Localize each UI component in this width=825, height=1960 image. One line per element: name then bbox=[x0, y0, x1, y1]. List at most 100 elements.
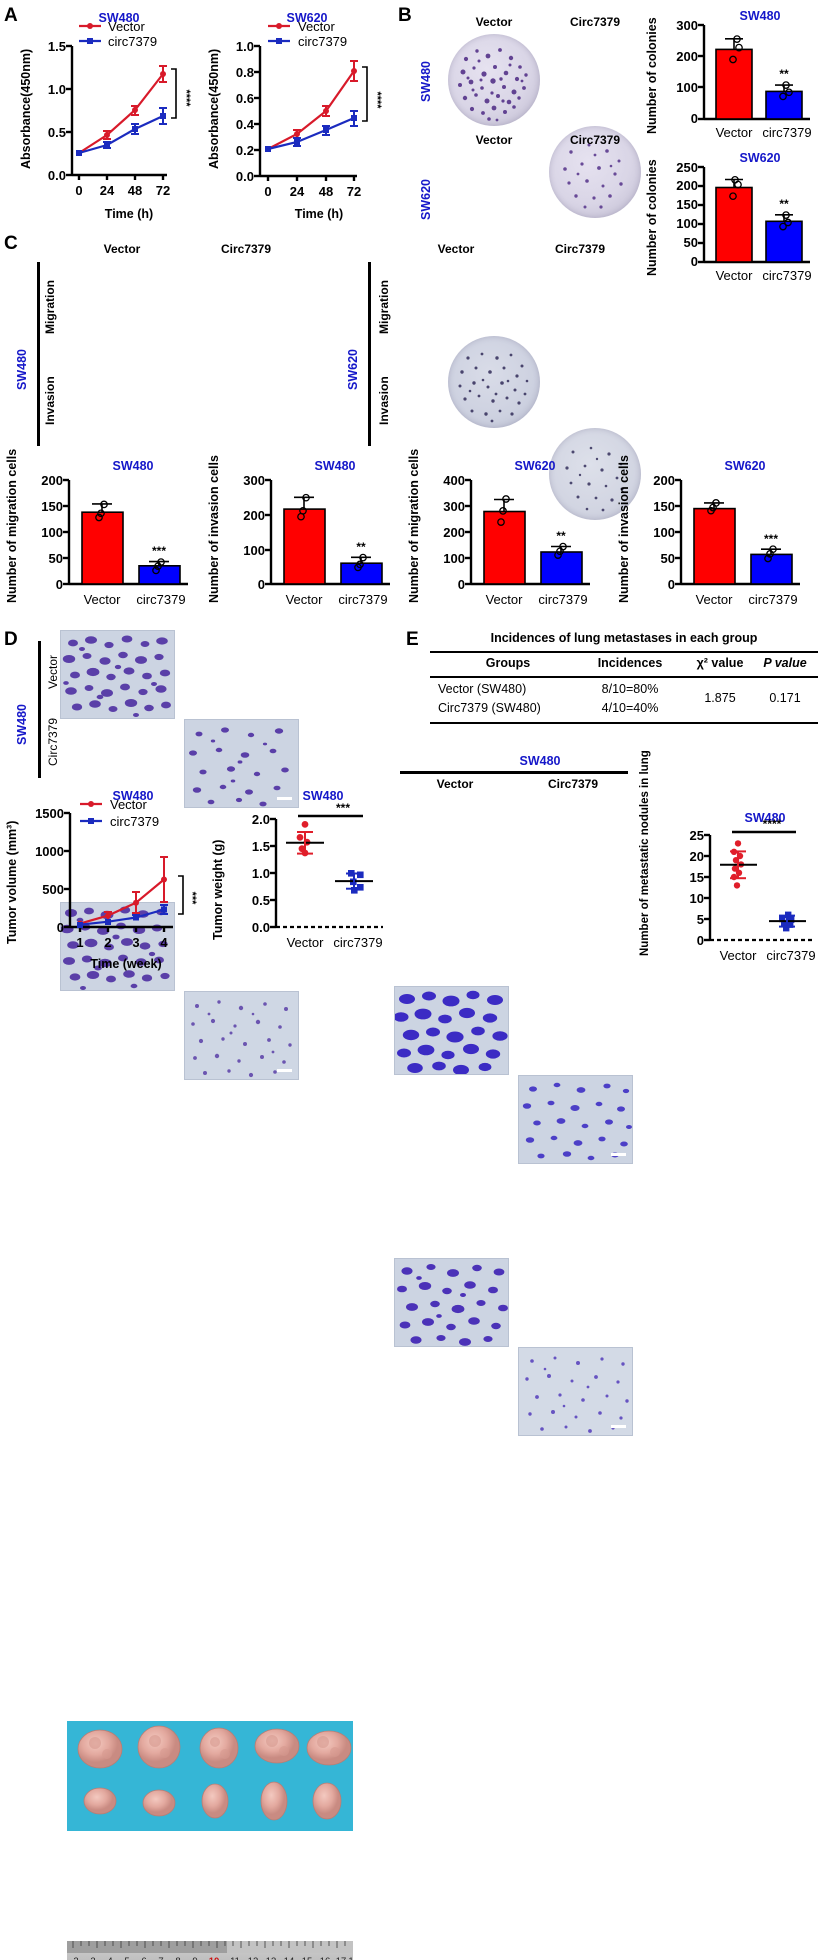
svg-text:200: 200 bbox=[41, 473, 63, 488]
svg-text:300: 300 bbox=[676, 18, 698, 33]
svg-text:****: **** bbox=[763, 817, 782, 831]
panel-letter-c: C bbox=[4, 233, 18, 254]
figure-root: A SW480 Absorbance(450nm) 1.5 1.0 0.5 0.… bbox=[4, 5, 825, 1960]
svg-text:Vector: Vector bbox=[108, 19, 146, 34]
svg-text:0: 0 bbox=[56, 577, 63, 592]
svg-text:circ7379: circ7379 bbox=[538, 592, 587, 607]
svg-text:1.0: 1.0 bbox=[48, 82, 66, 97]
table-cell-group-circ: Circ7379 (SW480) bbox=[438, 701, 541, 715]
transwell-sw620-invasion-vector bbox=[394, 1258, 509, 1347]
svg-text:0: 0 bbox=[458, 577, 465, 592]
svg-text:150: 150 bbox=[653, 499, 675, 514]
table-cell-group-vector: Vector (SW480) bbox=[438, 682, 527, 696]
svg-text:5: 5 bbox=[124, 1956, 129, 1960]
line-chart-svg: 1.5 1.0 0.5 0.0 0 24 48 72 bbox=[48, 19, 192, 198]
svg-text:0: 0 bbox=[691, 111, 698, 126]
panelB-row-label-sw480: SW480 bbox=[419, 61, 433, 103]
table-rule-mid bbox=[430, 676, 818, 678]
svg-text:13: 13 bbox=[266, 1956, 277, 1960]
chart-title: SW480 bbox=[302, 789, 344, 803]
panelC-right-col-vector: Vector bbox=[437, 242, 475, 256]
panelD-group-bar bbox=[38, 641, 41, 778]
line-chart-svg: 1500 1000 500 0 1 2 3 4 bbox=[35, 797, 198, 950]
svg-text:1000: 1000 bbox=[35, 844, 64, 859]
panelC-left-row-invasion: Invasion bbox=[43, 376, 57, 426]
svg-text:0: 0 bbox=[668, 577, 675, 592]
svg-text:100: 100 bbox=[243, 543, 265, 558]
panel-letter-a: A bbox=[4, 5, 18, 26]
svg-text:1: 1 bbox=[76, 935, 83, 950]
svg-text:15: 15 bbox=[690, 870, 704, 885]
svg-text:300: 300 bbox=[243, 473, 265, 488]
panelB-chart-sw480: SW480 Number of colonies 300 200 100 0 bbox=[645, 10, 822, 145]
svg-text:150: 150 bbox=[41, 499, 63, 514]
transwell-sw480-migration-vector bbox=[60, 630, 175, 719]
svg-text:2: 2 bbox=[73, 1956, 78, 1960]
panelC-chart-sw620-migration: SW620 Number of migration cells 400 300 … bbox=[407, 449, 605, 615]
chart-title: SW480 bbox=[98, 11, 140, 25]
transwell-sw620-migration-vector bbox=[394, 986, 509, 1075]
scatter-chart-svg: 25 20 15 10 5 0 bbox=[690, 817, 816, 963]
svg-text:****: **** bbox=[371, 91, 383, 109]
panelE-title-rule bbox=[400, 771, 628, 774]
svg-text:0.0: 0.0 bbox=[48, 168, 66, 183]
tumor-ruler: 2 3 4 5 6 7 8 9 10 11 12 13 14 15 16 171 bbox=[67, 1941, 354, 1960]
svg-text:1.0: 1.0 bbox=[252, 866, 270, 881]
panelB-col-header2-circ: Circ7379 bbox=[569, 133, 621, 147]
svg-text:0.2: 0.2 bbox=[236, 143, 254, 158]
svg-text:48: 48 bbox=[128, 183, 142, 198]
transwell-sw480-migration-circ bbox=[184, 719, 299, 808]
svg-text:circ7379: circ7379 bbox=[333, 935, 382, 950]
svg-text:0.6: 0.6 bbox=[236, 91, 254, 106]
svg-text:300: 300 bbox=[443, 499, 465, 514]
x-axis-label: Time (week) bbox=[90, 957, 162, 971]
svg-text:***: *** bbox=[186, 892, 198, 906]
svg-text:Vector: Vector bbox=[696, 592, 734, 607]
panelC-chart-sw480-invasion: SW480 Number of invasion cells 300 200 1… bbox=[207, 455, 405, 615]
svg-text:1.5: 1.5 bbox=[48, 39, 66, 54]
chart-title: SW480 bbox=[112, 459, 154, 473]
line-chart-svg: 1.0 0.8 0.6 0.4 0.2 0.0 0 24 48 72 bbox=[236, 19, 383, 199]
chart-title: SW620 bbox=[514, 459, 556, 473]
svg-text:0.0: 0.0 bbox=[236, 169, 254, 184]
svg-text:circ7379: circ7379 bbox=[762, 268, 811, 283]
panelC-chart-sw620-invasion: SW620 Number of invasion cells 200 150 1… bbox=[617, 455, 815, 615]
svg-text:0.5: 0.5 bbox=[48, 125, 66, 140]
svg-text:1500: 1500 bbox=[35, 806, 64, 821]
svg-text:2: 2 bbox=[104, 935, 111, 950]
svg-text:15: 15 bbox=[302, 1956, 313, 1960]
svg-text:200: 200 bbox=[443, 525, 465, 540]
panelE-nodule-chart: SW480 Number of metastatic nodules in lu… bbox=[639, 750, 825, 980]
svg-text:100: 100 bbox=[676, 216, 698, 231]
panelD-row-vector: Vector bbox=[46, 654, 60, 690]
svg-text:100: 100 bbox=[653, 525, 675, 540]
bar-chart-svg: 400 300 200 100 0 ** Vector bbox=[443, 473, 590, 607]
svg-text:25: 25 bbox=[690, 828, 704, 843]
panelE-table: Incidences of lung metastases in each gr… bbox=[430, 632, 818, 727]
svg-text:10: 10 bbox=[690, 891, 704, 906]
svg-text:circ7379: circ7379 bbox=[338, 592, 387, 607]
x-axis-label: Time (h) bbox=[294, 207, 344, 221]
svg-text:7: 7 bbox=[158, 1956, 163, 1960]
panelB-chart-sw620: SW620 Number of colonies 250 200 150 100… bbox=[645, 152, 822, 287]
svg-text:8: 8 bbox=[175, 1956, 180, 1960]
svg-text:200: 200 bbox=[676, 178, 698, 193]
svg-text:**: ** bbox=[779, 67, 789, 81]
svg-text:6: 6 bbox=[141, 1956, 146, 1960]
scale-bar bbox=[611, 1425, 626, 1428]
svg-text:48: 48 bbox=[319, 184, 333, 199]
svg-text:200: 200 bbox=[243, 508, 265, 523]
svg-text:circ7379: circ7379 bbox=[136, 592, 185, 607]
svg-text:4: 4 bbox=[107, 1956, 112, 1960]
svg-text:14: 14 bbox=[284, 1956, 295, 1960]
panel-letter-b: B bbox=[398, 5, 412, 26]
svg-text:Vector: Vector bbox=[298, 19, 336, 34]
panel-letter-d: D bbox=[4, 629, 18, 650]
panelC-right-col-circ: Circ7379 bbox=[554, 242, 606, 256]
svg-text:200: 200 bbox=[653, 473, 675, 488]
table-header-chi: χ² value bbox=[696, 656, 744, 670]
panelD-row-circ: Circ7379 bbox=[46, 717, 60, 767]
svg-text:0: 0 bbox=[691, 254, 698, 269]
scatter-chart-svg: 2.0 1.5 1.0 0.5 0.0 bbox=[252, 801, 383, 950]
svg-text:Vector: Vector bbox=[287, 935, 325, 950]
